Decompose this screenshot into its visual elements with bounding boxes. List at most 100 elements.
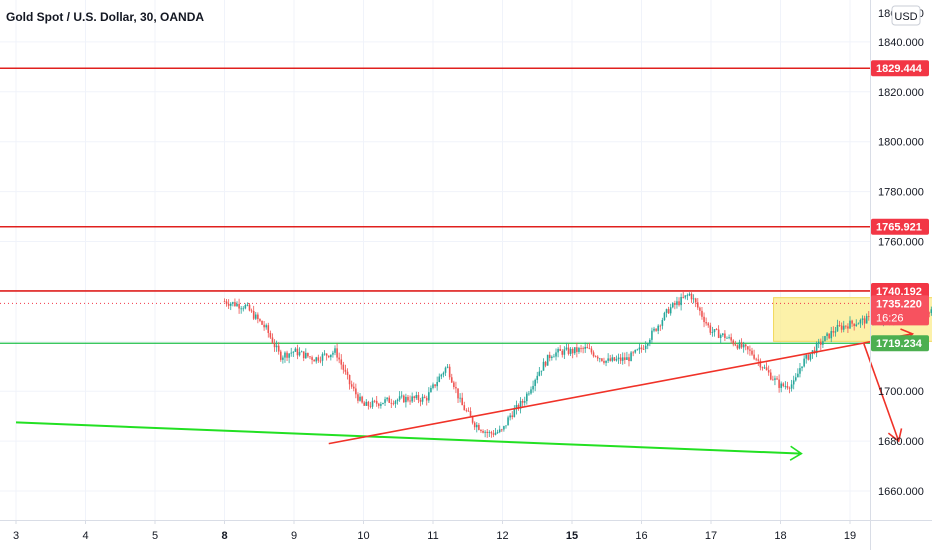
candle-body	[820, 341, 822, 345]
candle-body	[417, 395, 420, 401]
red-arrow-down[interactable]	[863, 343, 900, 442]
candle-body	[592, 352, 595, 357]
candle-body	[415, 395, 418, 399]
resistance-price-label: 1765.921	[876, 222, 922, 234]
price-tick-label: 1700.000	[878, 386, 924, 398]
candle-body	[238, 303, 240, 309]
candle-body	[300, 351, 303, 353]
candle-body	[788, 387, 791, 389]
candle-body	[772, 379, 774, 381]
candle-body	[749, 349, 751, 351]
last-price-label-bg	[871, 295, 929, 326]
candle-body	[338, 357, 340, 360]
candle-body	[686, 295, 689, 297]
candle-body	[707, 323, 710, 326]
candle-body	[269, 333, 272, 338]
candle-body	[824, 336, 826, 342]
candle-body	[350, 384, 353, 387]
candle-body	[744, 344, 747, 347]
candle-body	[646, 343, 649, 346]
candle-body	[536, 375, 539, 380]
candle-body	[732, 340, 735, 345]
candle-body	[663, 312, 666, 321]
candle-body	[259, 319, 261, 321]
candle-body	[659, 325, 662, 327]
candle-body	[505, 425, 507, 427]
candle-body	[450, 377, 453, 383]
candle-body	[782, 383, 785, 387]
candle-body	[555, 352, 557, 357]
candle-body	[396, 399, 399, 402]
currency-button-frame	[891, 5, 921, 26]
candle-body	[419, 400, 422, 402]
resistance-price-label-bg	[871, 282, 929, 299]
candle-body	[836, 325, 839, 332]
candle-body	[584, 346, 587, 349]
candle-body	[765, 367, 768, 371]
candle-body	[373, 400, 376, 402]
red-trendline[interactable]	[328, 333, 913, 445]
candle-body	[315, 357, 318, 362]
resistance-price-label-bg	[871, 60, 929, 77]
candle-body	[455, 387, 457, 389]
candle-body	[553, 356, 555, 358]
candle-body	[747, 346, 749, 350]
green-trendline[interactable]	[15, 421, 802, 455]
candle-body	[713, 329, 716, 333]
candle-body	[682, 296, 684, 298]
candle-body	[661, 320, 664, 326]
candle-body	[742, 344, 745, 348]
candle-body	[688, 293, 691, 296]
candle-body	[736, 345, 739, 349]
candle-body	[250, 310, 253, 312]
candle-body	[463, 405, 466, 411]
candle-body	[640, 347, 643, 350]
candle-body	[838, 325, 841, 326]
candle-body	[292, 351, 295, 353]
candle-body	[409, 400, 411, 402]
candle-body	[692, 298, 695, 300]
candle-body	[509, 415, 511, 418]
currency-button[interactable]: USD	[891, 5, 921, 26]
candle-body	[573, 347, 576, 354]
candle-body	[563, 349, 566, 355]
candle-body	[861, 318, 864, 320]
candle-body	[469, 411, 472, 417]
candle-body	[578, 347, 580, 352]
candle-body	[340, 359, 343, 365]
candle-body	[498, 429, 501, 433]
candle-body	[367, 401, 370, 406]
trendlines[interactable]	[15, 328, 915, 461]
candle-body	[544, 361, 547, 366]
candle-body	[792, 380, 795, 385]
candle-body	[227, 303, 230, 306]
candle-body	[740, 342, 743, 348]
candle-body	[699, 307, 701, 311]
candle-body	[440, 374, 443, 377]
candle-body	[411, 396, 413, 402]
candle-body	[863, 318, 866, 324]
candle-body	[254, 314, 257, 319]
candle-body	[605, 360, 607, 363]
candle-body	[405, 396, 407, 403]
candle-body	[434, 384, 436, 387]
candle-body	[684, 295, 687, 298]
candle-body	[778, 379, 780, 388]
grid	[0, 0, 870, 520]
candle-body	[344, 369, 347, 372]
candle-body	[817, 341, 820, 344]
candle-body	[305, 352, 307, 359]
resistance-price-label: 1829.444	[876, 63, 923, 75]
candle-body	[728, 337, 730, 339]
candle-body	[438, 376, 441, 382]
candle-body	[680, 296, 682, 306]
candle-body	[548, 354, 551, 358]
candle-body	[363, 402, 365, 406]
red-down-arrowhead	[887, 428, 903, 443]
candle-body	[311, 357, 313, 360]
candle-body	[619, 357, 622, 361]
candle-body	[928, 312, 931, 314]
candle-body	[607, 358, 609, 361]
time-tick-label: 11	[427, 530, 438, 542]
